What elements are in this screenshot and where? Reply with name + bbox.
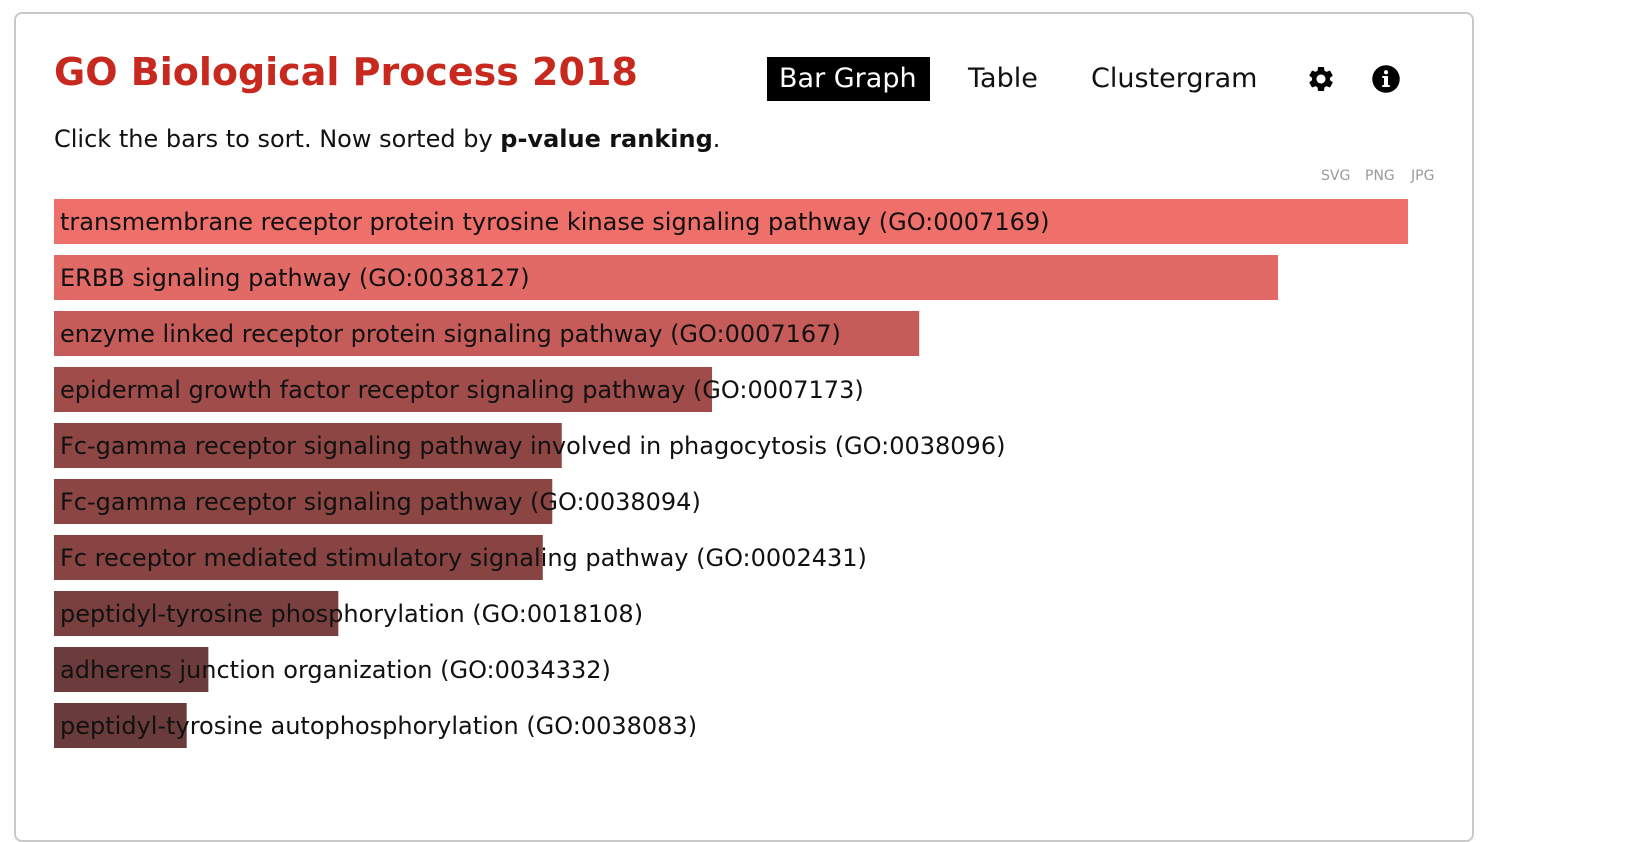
gear-icon[interactable] (1306, 64, 1336, 94)
bar[interactable] (54, 423, 562, 468)
page-title: GO Biological Process 2018 (54, 50, 638, 94)
bar-group[interactable]: Fc-gamma receptor signaling pathway invo… (54, 423, 1005, 468)
bar[interactable] (54, 591, 339, 636)
bar-group[interactable]: peptidyl-tyrosine autophosphorylation (G… (54, 703, 697, 748)
bar[interactable] (54, 535, 543, 580)
bar-group[interactable]: peptidyl-tyrosine phosphorylation (GO:00… (54, 591, 643, 636)
bar[interactable] (54, 199, 1408, 244)
bar-group[interactable]: adherens junction organization (GO:00343… (54, 647, 611, 692)
bar[interactable] (54, 647, 209, 692)
bar[interactable] (54, 703, 187, 748)
bar-label: ERBB signaling pathway (GO:0038127) (60, 264, 530, 292)
tab-clustergram[interactable]: Clustergram (1091, 63, 1258, 94)
bar-label: Fc receptor mediated stimulatory signali… (60, 544, 867, 572)
export-jpg-link[interactable]: JPG (1411, 168, 1435, 184)
sort-key: p-value ranking (500, 125, 713, 153)
bar-label: Fc-gamma receptor signaling pathway (GO:… (60, 488, 701, 516)
bar-label: transmembrane receptor protein tyrosine … (60, 208, 1050, 236)
bar-group[interactable]: Fc-gamma receptor signaling pathway (GO:… (54, 479, 701, 524)
bar-label: enzyme linked receptor protein signaling… (60, 320, 841, 348)
bar[interactable] (54, 255, 1279, 300)
info-icon[interactable] (1371, 64, 1401, 94)
bar[interactable] (54, 311, 920, 356)
sort-prefix: Click the bars to sort. Now sorted by (54, 125, 501, 153)
tab-table[interactable]: Table (968, 63, 1038, 94)
sort-suffix: . (712, 125, 721, 153)
tab-bar-graph[interactable]: Bar Graph (767, 57, 930, 101)
bar[interactable] (54, 479, 553, 524)
bar-group[interactable]: transmembrane receptor protein tyrosine … (54, 199, 1408, 244)
bar-group[interactable]: Fc receptor mediated stimulatory signali… (54, 535, 867, 580)
export-png-link[interactable]: PNG (1365, 168, 1395, 184)
bar[interactable] (54, 367, 713, 412)
bar-group[interactable]: ERBB signaling pathway (GO:0038127) (54, 255, 1279, 300)
bar-label: peptidyl-tyrosine autophosphorylation (G… (60, 712, 697, 740)
sort-description: Click the bars to sort. Now sorted by p-… (54, 125, 720, 153)
bar-label: epidermal growth factor receptor signali… (60, 376, 864, 404)
bar-label: adherens junction organization (GO:00343… (60, 656, 611, 684)
export-svg-link[interactable]: SVG (1321, 168, 1351, 184)
bar-chart[interactable]: transmembrane receptor protein tyrosine … (54, 199, 1414, 759)
bar-group[interactable]: enzyme linked receptor protein signaling… (54, 311, 920, 356)
bar-group[interactable]: epidermal growth factor receptor signali… (54, 367, 864, 412)
bar-label: Fc-gamma receptor signaling pathway invo… (60, 432, 1005, 460)
bar-label: peptidyl-tyrosine phosphorylation (GO:00… (60, 600, 643, 628)
